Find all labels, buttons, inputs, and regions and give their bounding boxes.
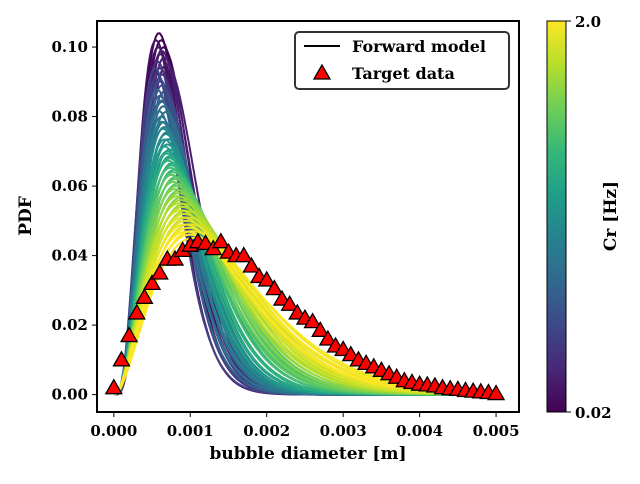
y-tick-label: 0.06 xyxy=(51,177,88,195)
target-data-point xyxy=(127,303,146,320)
target-data-point xyxy=(104,378,123,395)
legend-target-data: Target data xyxy=(352,64,455,83)
legend: Forward model Target data xyxy=(294,31,510,90)
target-data-point xyxy=(318,329,337,346)
target-data-point xyxy=(242,256,261,273)
x-axis: 0.000 0.001 0.002 0.003 0.004 0.005 xyxy=(90,412,520,440)
legend-box xyxy=(294,31,510,90)
target-data-point xyxy=(303,312,322,329)
target-data-point xyxy=(150,263,169,280)
forward-model-curve xyxy=(112,216,497,396)
colorbar-max-label: 2.0 xyxy=(575,13,601,31)
target-data-point xyxy=(119,326,139,343)
x-tick-label: 0.005 xyxy=(473,422,520,440)
y-axis: 0.00 0.02 0.04 0.06 0.08 0.10 xyxy=(51,38,97,404)
x-tick-label: 0.003 xyxy=(320,422,367,440)
target-data-point xyxy=(486,384,506,401)
y-tick-label: 0.04 xyxy=(51,247,88,265)
target-data-point xyxy=(142,274,162,291)
target-data-point xyxy=(211,232,230,249)
x-axis-label: bubble diameter [m] xyxy=(210,444,407,464)
x-tick-label: 0.002 xyxy=(243,422,290,440)
colorbar-label: Cr [Hz] xyxy=(601,181,621,251)
target-data-point xyxy=(112,350,131,367)
x-tick-label: 0.001 xyxy=(167,422,214,440)
x-tick-label: 0.004 xyxy=(396,422,443,440)
y-axis-label: PDF xyxy=(16,196,36,236)
y-tick-label: 0.02 xyxy=(51,316,88,334)
target-data-point xyxy=(135,287,154,304)
y-tick-label: 0.00 xyxy=(51,386,88,404)
y-tick-label: 0.08 xyxy=(51,108,88,126)
target-data-point xyxy=(280,294,299,311)
plot-frame xyxy=(96,20,520,413)
colorbar: 2.0 0.02 Cr [Hz] xyxy=(546,13,621,422)
target-data-point xyxy=(265,279,284,296)
target-data-point xyxy=(234,246,253,263)
colorbar-gradient xyxy=(546,20,567,413)
forward-model-curves xyxy=(112,32,497,397)
legend-triangle-swatch xyxy=(312,63,332,80)
target-data-point xyxy=(257,270,276,287)
y-tick-label: 0.10 xyxy=(51,38,88,56)
target-data-point xyxy=(311,321,330,337)
legend-forward-model: Forward model xyxy=(352,37,486,56)
x-tick-label: 0.000 xyxy=(90,422,137,440)
target-data-markers xyxy=(104,232,506,401)
target-data-point xyxy=(165,249,185,266)
colorbar-min-label: 0.02 xyxy=(575,404,612,422)
